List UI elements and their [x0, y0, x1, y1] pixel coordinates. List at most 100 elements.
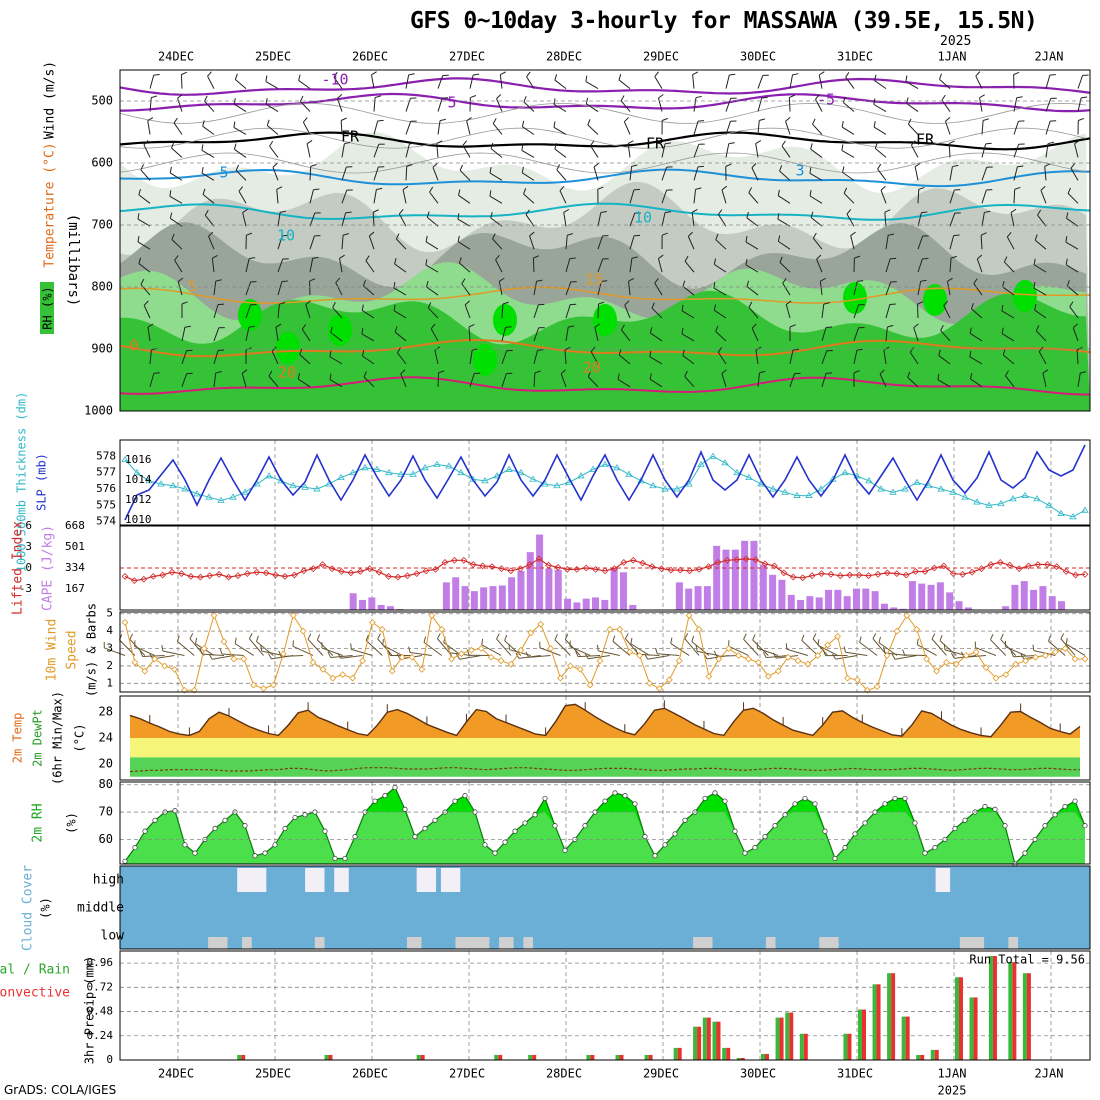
wind-barb-flag	[371, 71, 377, 76]
wind-barb-flag	[526, 71, 531, 78]
wind-barb	[980, 235, 983, 250]
wind-barb-flag	[554, 634, 558, 640]
wind-barb	[757, 372, 760, 387]
wind-barb	[309, 235, 315, 250]
wind-barb	[245, 281, 252, 296]
wind-barb	[693, 166, 699, 181]
wind-barb-flag	[153, 372, 160, 374]
wind-speed-point	[289, 612, 297, 619]
wind-barb-flag	[169, 190, 172, 197]
thickness-point	[337, 473, 345, 480]
wind-barb-flag	[596, 644, 599, 651]
wind-barb-flag	[809, 190, 812, 197]
lifted-index-point	[338, 568, 345, 575]
low-cloud-block	[406, 937, 422, 949]
wind-barb	[777, 195, 791, 204]
wind-speed-point	[388, 667, 396, 675]
rh-max-cell	[276, 332, 300, 364]
lifted-index-point	[705, 563, 712, 570]
rh-point	[902, 795, 908, 801]
thickness-point	[397, 470, 405, 477]
pressure-tick-label: 1000	[84, 404, 113, 418]
thickness-point	[1081, 506, 1089, 513]
wind-barb-flag	[305, 300, 311, 306]
wind-barb	[565, 281, 572, 296]
wind-barb-flag	[396, 653, 401, 660]
thickness-point	[493, 472, 501, 479]
lifted-index-point	[432, 566, 439, 573]
wind-barb	[647, 654, 670, 660]
thickness-point	[1009, 495, 1017, 502]
lifted-index-point	[752, 556, 759, 563]
wind-barb-flag	[521, 166, 524, 173]
wind-barb	[309, 189, 314, 204]
wind-barb-flag	[361, 327, 364, 335]
wind-barb	[1077, 97, 1082, 112]
rh-point	[282, 825, 288, 832]
thickness-point	[409, 470, 417, 477]
wind-barb	[490, 148, 503, 158]
wind-barb-flag	[297, 373, 301, 380]
cape-bar	[936, 582, 944, 610]
wind-barb	[620, 100, 631, 112]
wind-speed-point	[279, 650, 287, 658]
wind-barb-flag	[171, 233, 175, 240]
wind-barb-flag	[342, 233, 349, 236]
thickness-point	[1069, 513, 1077, 520]
wind-barb	[725, 121, 731, 135]
lifted-index-point	[902, 571, 910, 579]
wind-barb	[1065, 241, 1079, 250]
wind-barb	[786, 648, 809, 656]
wind-barb-flag	[138, 257, 142, 264]
thickness-point	[985, 501, 993, 508]
wind-barb-flag	[337, 652, 342, 659]
wind-barb	[271, 350, 279, 365]
wind-barb	[212, 654, 234, 660]
wind-barb-flag	[644, 653, 649, 660]
wind-barb	[949, 235, 955, 250]
wind-barb	[587, 124, 599, 135]
wind-barb	[248, 638, 264, 656]
wind-barb	[149, 74, 155, 89]
wind-barb	[553, 126, 567, 135]
wind-speed-point	[151, 655, 159, 663]
wind-barb-flag	[396, 347, 401, 354]
wind-barb	[213, 327, 220, 342]
li-axis-label: Lifted Index	[11, 521, 26, 615]
wind-barb	[725, 143, 730, 158]
wind-barb-flag	[649, 350, 652, 357]
wind-barb	[931, 638, 947, 656]
rh-point	[732, 828, 738, 834]
lifted-index-point	[601, 567, 609, 575]
wind-barb	[657, 97, 663, 112]
wind-barb-flag	[140, 278, 145, 285]
wind-barb	[939, 640, 957, 656]
thickness-point	[277, 477, 285, 484]
lifted-index-point	[121, 573, 129, 580]
convective-precip-bar	[241, 1054, 246, 1060]
wind-barb	[1034, 239, 1047, 250]
total-precip-bar	[615, 1054, 620, 1060]
total-precip-bar	[988, 956, 993, 1060]
wind-barb-flag	[745, 236, 748, 243]
wind-speed-point	[715, 655, 723, 663]
rh-point	[612, 790, 618, 796]
wind-barb-flag	[268, 653, 272, 660]
wind-barb	[213, 304, 219, 319]
wind-barb-flag	[329, 373, 332, 380]
thickness-point	[757, 480, 765, 487]
wind-speed-point	[527, 629, 535, 637]
wind-barb	[382, 644, 403, 656]
wind-barb-flag	[238, 186, 244, 192]
wind-barb-flag	[140, 164, 145, 171]
wind-barb	[368, 235, 375, 250]
wind-barb	[523, 193, 535, 204]
cloud-axis-label: Cloud Cover	[21, 865, 36, 951]
slp-tick-label: 1014	[125, 473, 152, 486]
wind-barb	[560, 373, 567, 387]
wind-speed-point	[873, 683, 881, 691]
wind-speed-point	[982, 664, 990, 672]
wind-barb-flag	[339, 254, 345, 259]
wind-barb-flag	[434, 346, 441, 351]
